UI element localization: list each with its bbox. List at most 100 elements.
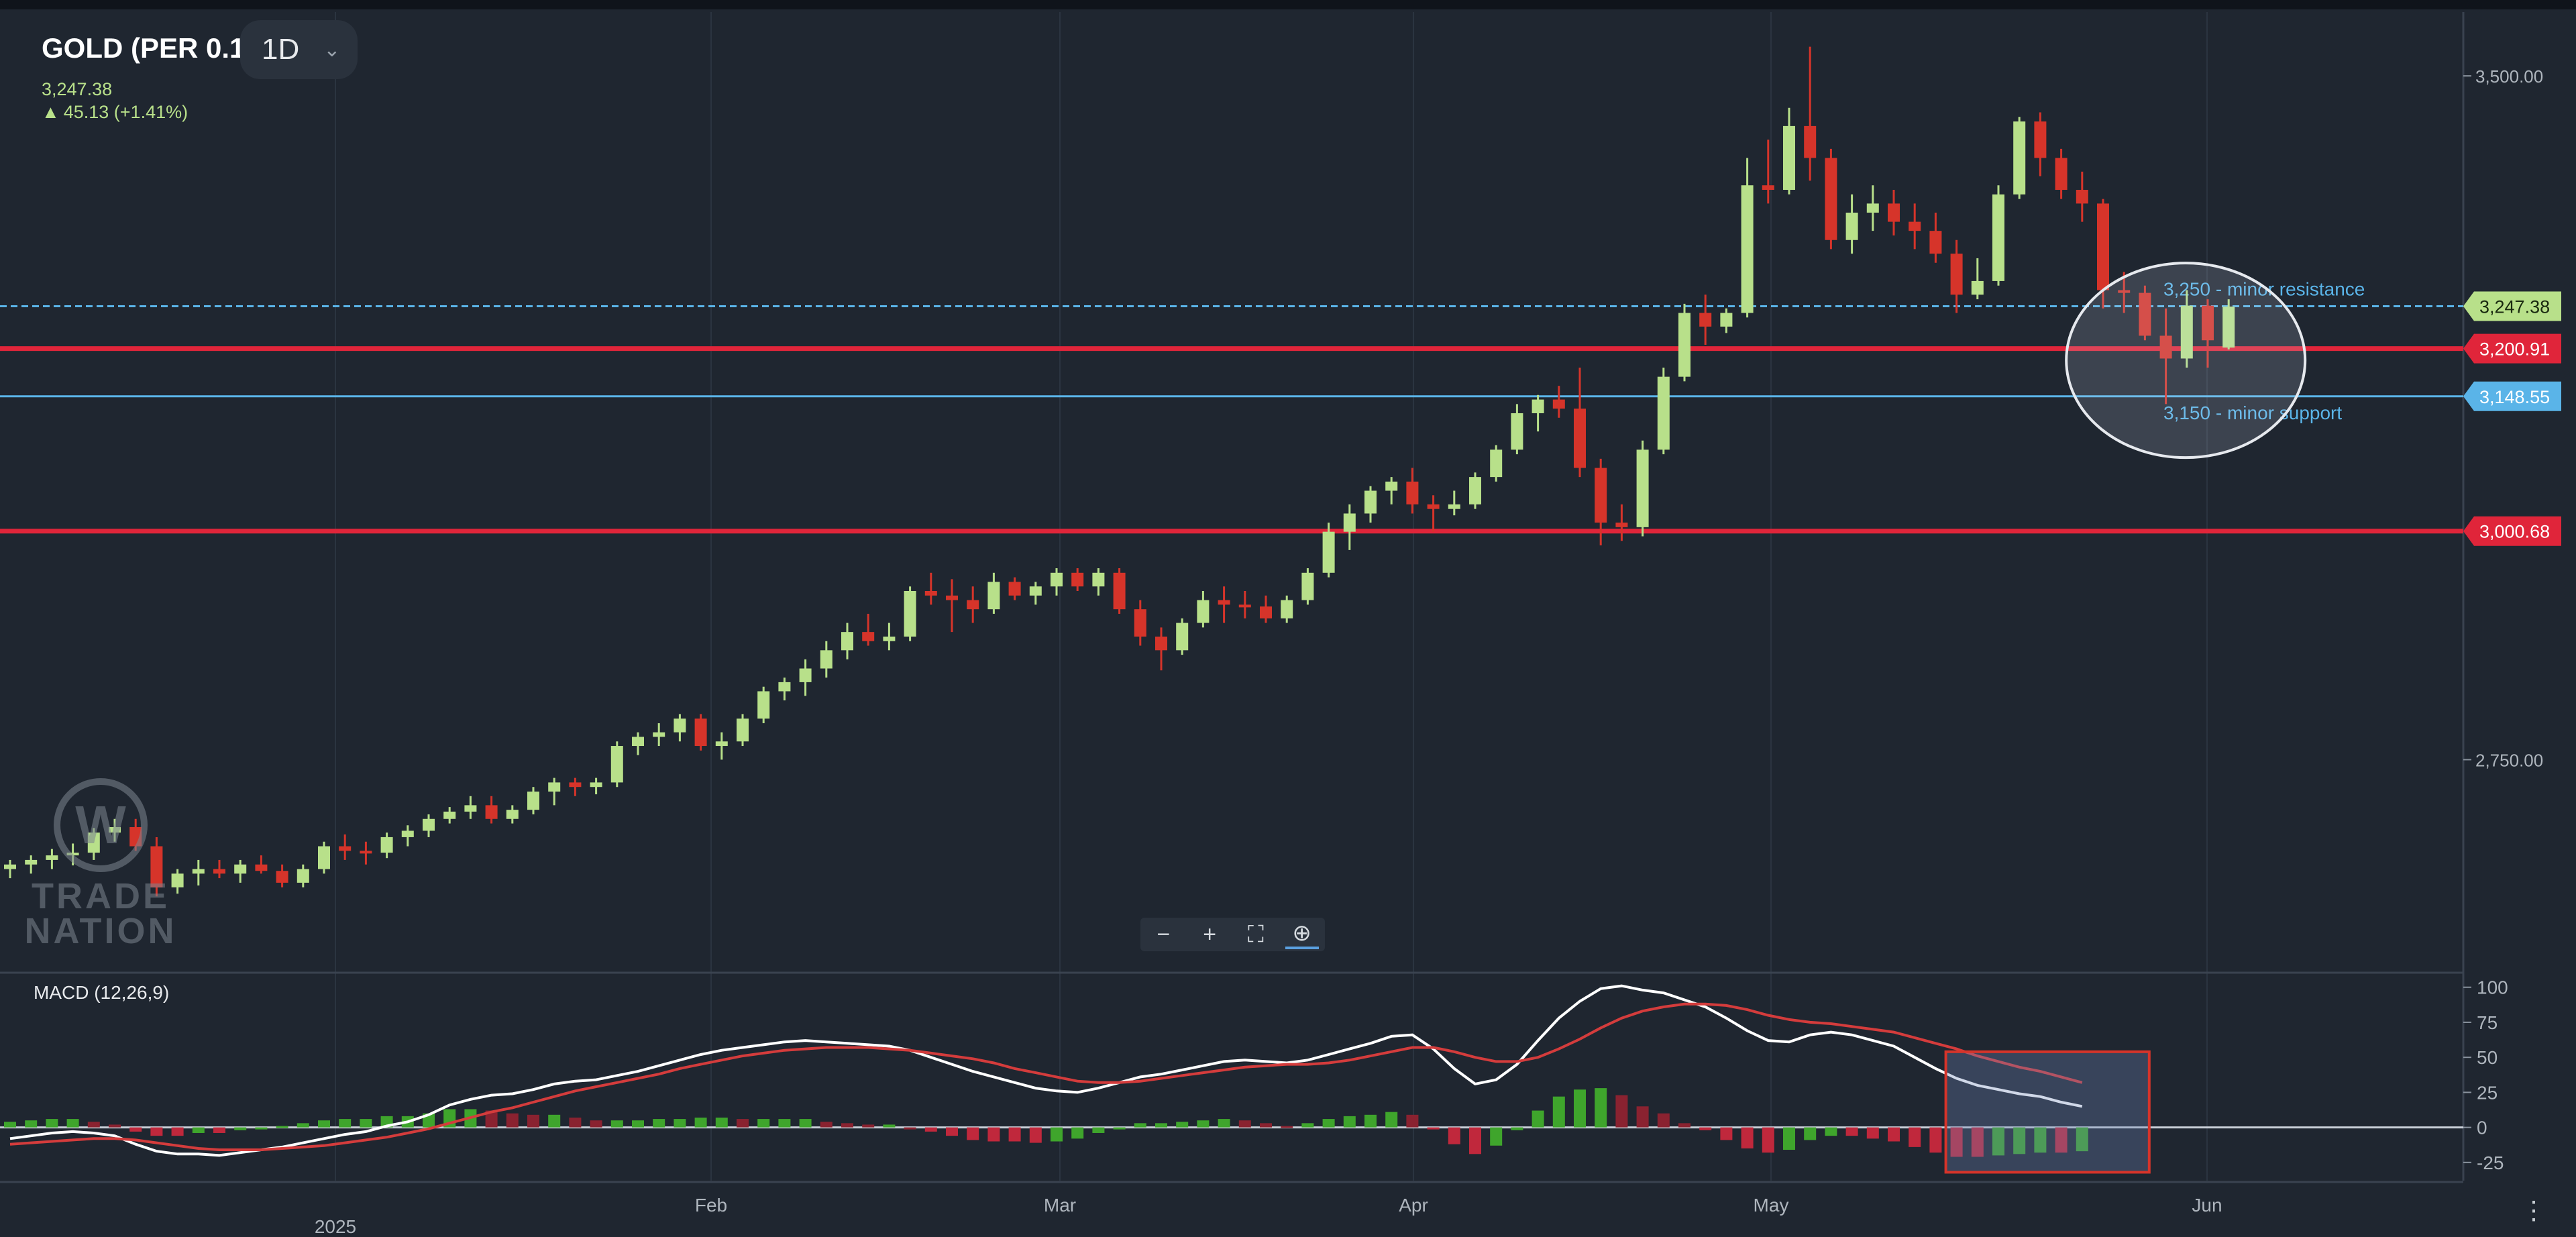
candle-body (1845, 212, 1858, 240)
last-price: 3,247.38 (42, 79, 113, 99)
candle-body (883, 636, 896, 641)
more-options-icon[interactable]: ⋮ (2521, 1197, 2546, 1225)
candle-body (1532, 399, 1544, 413)
candle-body (1238, 604, 1251, 608)
candle-body (1301, 572, 1314, 600)
time-axis-label: Apr (1399, 1195, 1428, 1216)
candle-body (674, 718, 686, 733)
macd-histogram-bar (213, 1127, 225, 1133)
candle-body (2097, 203, 2109, 290)
signal-line (9, 1002, 2083, 1151)
candle-body (548, 782, 561, 792)
logo-text: TRADE NATION (20, 878, 181, 949)
macd-highlight-box (1944, 1050, 2151, 1174)
candle-body (1197, 600, 1210, 623)
macd-histogram-bar (1678, 1123, 1690, 1128)
candle-body (841, 632, 853, 651)
candle-body (2013, 121, 2026, 195)
candle-body (1574, 409, 1586, 468)
price-level-badge (2463, 381, 2561, 411)
macd-histogram-bar (318, 1120, 330, 1128)
macd-histogram-bar (1971, 1127, 1984, 1157)
macd-histogram-bar (862, 1124, 875, 1128)
candle-body (2118, 290, 2131, 293)
macd-tick-label: -25 (2477, 1152, 2504, 1173)
candle-body (46, 855, 58, 860)
macd-histogram-bar (1490, 1127, 1503, 1146)
candle-body (401, 830, 414, 837)
candle-body (1155, 636, 1167, 651)
fullscreen-icon[interactable]: ⛶ (1247, 921, 1264, 947)
macd-title: MACD (12,26,9) (34, 982, 170, 1003)
candle-body (757, 691, 770, 719)
macd-histogram-bar (1804, 1127, 1817, 1140)
candle-body (1678, 313, 1690, 377)
macd-histogram-bar (674, 1119, 686, 1128)
candle-body (1783, 125, 1795, 191)
macd-histogram-bar (1134, 1123, 1146, 1128)
macd-histogram-bar (1866, 1127, 1879, 1139)
macd-histogram-bar (339, 1119, 352, 1128)
candle-body (1657, 376, 1670, 450)
price-change: ▲ 45.13 (+1.41%) (42, 102, 188, 123)
macd-histogram-bar (1636, 1106, 1649, 1128)
candle-body (1343, 513, 1356, 532)
candle-body (820, 650, 833, 669)
macd-histogram-bar (757, 1119, 770, 1128)
macd-histogram-bar (946, 1127, 958, 1136)
macd-histogram-bar (255, 1127, 268, 1130)
candle-body (234, 864, 247, 874)
candle-body (1511, 413, 1523, 450)
macd-histogram-bar (1720, 1127, 1733, 1140)
candle-body (1699, 313, 1712, 327)
candle-body (1866, 203, 1879, 213)
top-border (0, 0, 2576, 9)
macd-histogram-bar (1427, 1127, 1440, 1130)
symbol-title[interactable]: GOLD (PER 0.1) (42, 32, 255, 64)
candle-body (967, 600, 979, 610)
candle-body (924, 590, 937, 596)
candle-body (213, 869, 225, 874)
macd-histogram-bar (129, 1127, 142, 1132)
candle-body (1971, 280, 1984, 295)
candle-body (2034, 121, 2047, 158)
candle-body (1762, 185, 1774, 191)
candle-body (506, 810, 519, 819)
macd-tick-label: 100 (2477, 977, 2508, 998)
macd-histogram-bar (1197, 1120, 1210, 1128)
zoom-in-button[interactable]: + (1203, 921, 1217, 947)
macd-histogram-bar (1699, 1127, 1712, 1130)
candle-body (1427, 504, 1440, 509)
macd-histogram-bar (694, 1117, 707, 1128)
candle-body (632, 737, 644, 747)
candle-body (443, 811, 456, 819)
candle-body (2159, 335, 2172, 359)
candle-body (297, 869, 309, 883)
candle-body (1281, 600, 1293, 618)
macd-histogram-bar (109, 1124, 121, 1128)
candle-body (1008, 582, 1021, 596)
candle-body (610, 746, 623, 783)
candle-body (423, 818, 435, 831)
macd-histogram-bar (1322, 1119, 1335, 1128)
candle-body (150, 846, 163, 888)
zoom-reset-icon[interactable]: ⊕ (1285, 920, 1319, 949)
macd-histogram-bar (4, 1122, 16, 1128)
candle-body (569, 782, 582, 788)
zoom-out-button[interactable]: − (1157, 921, 1171, 947)
macd-histogram-bar (1008, 1127, 1021, 1142)
candle-body (1720, 313, 1733, 327)
candle-body (1092, 572, 1105, 587)
macd-histogram-bar (1552, 1096, 1565, 1128)
price-level-badge (2463, 291, 2561, 321)
candle-body (1364, 490, 1377, 514)
candle-body (2222, 306, 2235, 348)
up-arrow-icon: ▲ (42, 102, 60, 122)
macd-histogram-bar (1238, 1120, 1251, 1128)
candle-body (653, 732, 665, 737)
macd-histogram-bar (1113, 1127, 1126, 1130)
price-tick-label: 3,500.00 (2475, 66, 2543, 87)
timeframe-selector[interactable]: 1D ⌄ (240, 20, 358, 79)
macd-histogram-bar (1929, 1127, 1942, 1153)
